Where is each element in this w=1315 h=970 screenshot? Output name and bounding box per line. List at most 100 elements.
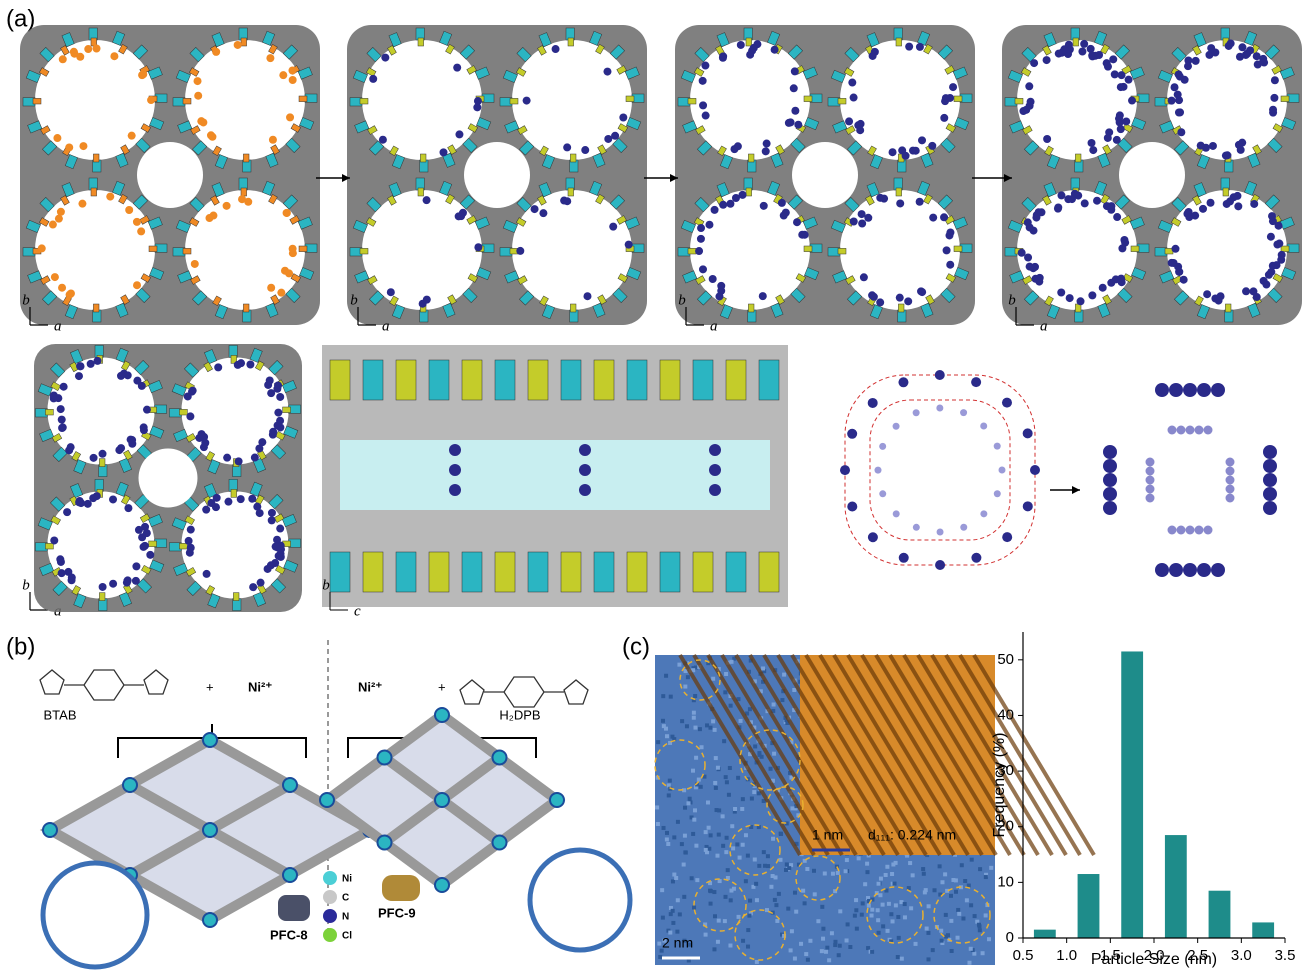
polyhedron — [365, 217, 377, 227]
tem-noise — [870, 907, 875, 912]
tem-noise — [695, 878, 700, 883]
guest-atom — [190, 259, 199, 268]
tem-noise — [663, 726, 668, 731]
tem-noise — [926, 957, 931, 962]
polyhedron — [1131, 267, 1147, 281]
polyhedron — [659, 359, 681, 401]
guest-atom — [759, 201, 768, 210]
polyhedron — [254, 360, 265, 371]
tem-noise — [953, 878, 958, 883]
tem-noise — [764, 908, 769, 913]
polyhedron — [1157, 69, 1173, 83]
polyhedron — [1100, 43, 1110, 55]
polyhedron — [38, 67, 50, 77]
guest-atom — [1112, 135, 1121, 144]
polyhedron — [626, 267, 642, 281]
polyhedron — [148, 245, 158, 252]
polyhedron — [115, 347, 129, 363]
polyhedron — [1009, 120, 1025, 134]
guest-atom — [1262, 280, 1271, 289]
guest-atom — [1243, 49, 1252, 58]
tem-noise — [886, 901, 891, 906]
guest-atom — [1113, 213, 1122, 222]
tem-noise — [715, 939, 720, 944]
guest-atom — [777, 198, 786, 207]
lattice-fringe — [818, 653, 942, 857]
guest-atom — [199, 118, 208, 127]
tem-noise — [689, 876, 694, 881]
guest-atom — [265, 376, 274, 385]
tem-noise — [705, 800, 710, 805]
legend-swatch — [323, 890, 337, 904]
polyhedron — [212, 295, 222, 307]
tem-noise — [708, 901, 713, 906]
guest-atom — [1117, 71, 1126, 80]
guest-atom — [249, 583, 258, 592]
guest-atom — [109, 495, 118, 504]
framework — [318, 707, 566, 893]
polyhedron — [626, 117, 642, 131]
guest-atom — [1185, 525, 1195, 535]
polyhedron — [283, 559, 299, 573]
guest-atom — [1124, 75, 1133, 84]
tem-noise — [672, 872, 677, 877]
y-tick-label: 20 — [997, 818, 1014, 835]
tem-noise — [820, 904, 825, 909]
polyhedron — [624, 216, 640, 230]
polyhedron — [519, 290, 535, 306]
pore — [792, 142, 858, 208]
axis-name: b — [678, 292, 686, 308]
guest-atom — [905, 42, 914, 51]
channel-outline — [869, 399, 1011, 541]
polyhedron — [190, 275, 201, 285]
polyhedron — [541, 154, 555, 170]
guest-atom — [980, 422, 988, 430]
polyhedron — [25, 219, 41, 233]
tem-noise — [704, 844, 709, 849]
pore — [1167, 40, 1287, 160]
guest-atom — [1022, 428, 1033, 439]
polyhedron — [659, 551, 681, 593]
polyhedron — [1174, 290, 1190, 306]
polyhedron — [527, 551, 549, 593]
pore — [1017, 190, 1137, 310]
polyhedron — [243, 153, 250, 163]
tem-noise — [736, 914, 741, 919]
particle-outline — [654, 739, 706, 791]
particle-outline — [739, 729, 801, 791]
guest-atom — [449, 444, 461, 456]
polyhedron — [767, 180, 781, 196]
tem-noise — [884, 888, 889, 893]
polyhedron — [595, 43, 605, 55]
polyhedron — [866, 32, 880, 48]
polyhedron — [476, 267, 492, 281]
tem-noise — [680, 719, 685, 724]
tem-noise — [775, 918, 780, 923]
polyhedron — [173, 428, 189, 442]
polyhedron — [38, 217, 50, 227]
polyhedron — [42, 290, 58, 306]
guest-atom — [93, 356, 102, 365]
guest-atom — [134, 525, 143, 534]
guest-atom — [731, 194, 740, 203]
guest-atom — [864, 213, 873, 222]
metal-node — [549, 792, 565, 808]
metal-node — [202, 732, 218, 748]
guest-atom — [1234, 202, 1243, 211]
tem-noise — [708, 725, 713, 730]
tem-noise — [893, 860, 898, 865]
guest-atom — [993, 442, 1001, 450]
polyhedron — [517, 125, 528, 135]
tem-noise — [870, 949, 875, 954]
polyhedron — [329, 551, 351, 593]
polyhedron — [298, 245, 308, 252]
guest-atom — [274, 381, 283, 390]
guest-atom — [449, 464, 461, 476]
polyhedron — [204, 349, 218, 365]
polyhedron — [60, 195, 70, 206]
guest-atom — [202, 569, 211, 578]
guest-atom — [709, 464, 721, 476]
tem-noise — [691, 698, 696, 703]
tem-noise — [714, 808, 719, 813]
polyhedron — [502, 219, 518, 233]
